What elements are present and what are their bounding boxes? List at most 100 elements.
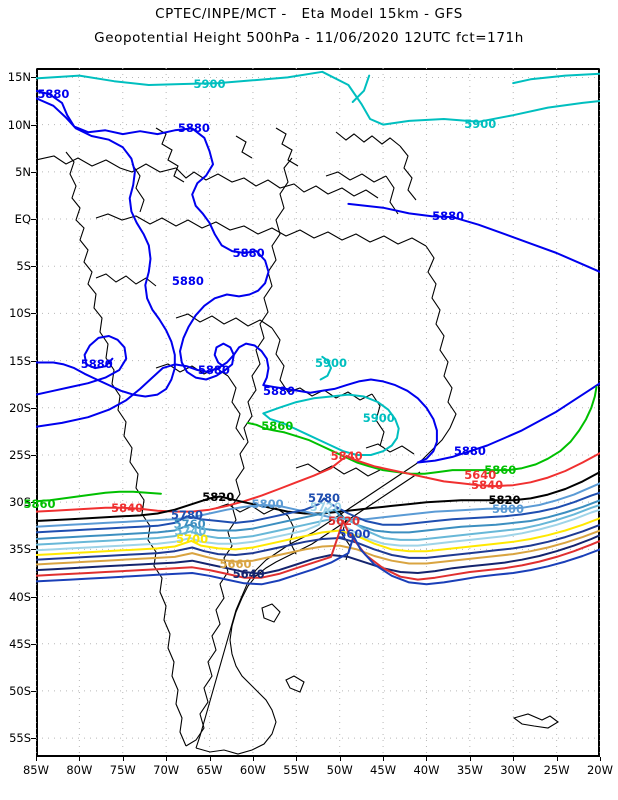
contour-label: 5740 bbox=[174, 524, 207, 539]
contour-label: 5900 bbox=[314, 356, 348, 371]
contour-label: 5880 bbox=[37, 87, 70, 102]
contour-label: 5820 bbox=[488, 493, 521, 508]
contour-label: 5760 bbox=[173, 516, 206, 531]
contour-label: 5840 bbox=[111, 500, 144, 515]
x-tick-mark bbox=[339, 757, 341, 761]
contour-line-5760 bbox=[36, 499, 600, 540]
contour-label: 5860 bbox=[484, 463, 517, 478]
y-tick-label: 30S bbox=[9, 495, 31, 510]
contour-label: 5880 bbox=[262, 383, 295, 398]
x-tick-mark bbox=[166, 757, 168, 761]
x-tick-mark bbox=[383, 757, 385, 761]
y-tick-label: 55S bbox=[9, 731, 31, 746]
x-tick-mark bbox=[36, 757, 37, 761]
x-tick-label: 35W bbox=[456, 763, 483, 777]
x-tick-mark bbox=[600, 757, 601, 761]
y-tick-mark bbox=[31, 171, 36, 173]
contour-line-5620 bbox=[36, 520, 600, 581]
contour-label: 5900 bbox=[193, 77, 226, 92]
contour-label: 5800 bbox=[251, 497, 284, 512]
y-tick-label: 45S bbox=[9, 636, 31, 651]
contour-label: 5840 bbox=[471, 478, 504, 493]
x-tick-label: 80W bbox=[66, 763, 93, 777]
y-tick-mark bbox=[31, 360, 36, 362]
contour-label: 5880 bbox=[80, 357, 113, 372]
contour-line-5880 bbox=[36, 335, 128, 396]
x-tick-mark bbox=[79, 757, 81, 761]
y-tick-label: 5S bbox=[16, 259, 31, 274]
x-tick-mark bbox=[296, 757, 298, 761]
y-tick-mark bbox=[31, 643, 36, 645]
x-tick-mark bbox=[122, 757, 124, 761]
contour-line-5880 bbox=[213, 342, 235, 371]
y-tick-label: 50S bbox=[9, 683, 31, 698]
contour-line-5880 bbox=[416, 382, 600, 464]
x-axis: 85W 80W 75W 70W 65W 60W 55W 50W 45W 40W 35W 30W 25W 2… bbox=[23, 757, 613, 797]
x-tick-mark bbox=[556, 757, 558, 761]
contour-label: 5620 bbox=[328, 514, 361, 529]
x-tick-mark bbox=[513, 757, 515, 761]
x-tick-label: 50W bbox=[326, 763, 353, 777]
contour-line-5700 bbox=[36, 517, 600, 556]
contour-line-5680 bbox=[36, 523, 600, 561]
chart-title-block: CPTEC/INPE/MCT - Eta Model 15km - GFS Ge… bbox=[0, 0, 618, 46]
contour-label: 5700 bbox=[176, 531, 209, 546]
contour-line-5880 bbox=[347, 202, 600, 273]
contour-line-5860 bbox=[283, 386, 598, 475]
x-tick-label: 75W bbox=[109, 763, 136, 777]
title-line-field: Geopotential Height 500hPa - 11/06/2020 … bbox=[94, 30, 524, 46]
contour-label: 5880 bbox=[171, 274, 204, 289]
x-tick-label: 25W bbox=[543, 763, 570, 777]
title-line-model: CPTEC/INPE/MCT - Eta Model 15km - GFS bbox=[155, 6, 463, 22]
contour-label: 5900 bbox=[362, 411, 395, 426]
y-tick-mark bbox=[31, 124, 36, 126]
y-tick-label: 35S bbox=[9, 542, 31, 557]
gridlines bbox=[36, 68, 600, 757]
x-tick-label: 70W bbox=[153, 763, 180, 777]
contour-label: 5860 bbox=[261, 418, 294, 433]
contour-label: 5880 bbox=[453, 444, 486, 459]
plot-frame bbox=[36, 68, 600, 757]
contour-line-5780 bbox=[36, 491, 600, 534]
y-tick-mark bbox=[31, 502, 36, 504]
x-tick-mark bbox=[469, 757, 471, 761]
y-tick-mark bbox=[31, 738, 36, 740]
y-tick-mark bbox=[31, 77, 36, 79]
y-tick-label: 25S bbox=[9, 447, 31, 462]
y-tick-mark bbox=[31, 266, 36, 268]
y-tick-mark bbox=[31, 596, 36, 598]
contour-label: 5880 bbox=[197, 363, 230, 378]
y-tick-mark bbox=[31, 549, 36, 551]
contour-label: 5820 bbox=[202, 489, 235, 504]
y-tick-label: 15S bbox=[9, 353, 31, 368]
contour-line-5880 bbox=[36, 342, 438, 464]
contour-label: 5880 bbox=[232, 245, 265, 260]
contour-line-5600 bbox=[36, 535, 600, 586]
y-axis: 15N 10N 5N EQ 5S 10S 15S 20S 25S 30S 35S 40S 45S 50S 5… bbox=[0, 68, 36, 757]
contour-label: 5880 bbox=[177, 121, 210, 136]
contour-label: 5800 bbox=[492, 501, 525, 516]
contour-line-5880 bbox=[36, 89, 270, 381]
contour-label: 5640 bbox=[232, 566, 265, 581]
y-tick-label: 15N bbox=[7, 70, 31, 85]
y-tick-label: 10N bbox=[7, 117, 31, 132]
contour-line-5900 bbox=[512, 72, 600, 85]
contour-label: 5720 bbox=[309, 499, 342, 514]
y-tick-mark bbox=[31, 690, 36, 692]
coastlines-layer bbox=[36, 127, 559, 755]
contour-label: 5900 bbox=[464, 116, 497, 131]
contour-line-5880 bbox=[36, 97, 176, 398]
contour-line-5720 bbox=[36, 506, 600, 552]
contour-label: 5600 bbox=[338, 527, 371, 542]
contour-line-5900 bbox=[319, 355, 332, 381]
contour-line-5640 bbox=[36, 534, 600, 575]
contour-line-5660 bbox=[36, 529, 600, 566]
contour-line-5860 bbox=[246, 421, 286, 434]
contour-lines-layer bbox=[36, 70, 600, 586]
contour-label: 5780 bbox=[170, 508, 203, 523]
x-tick-label: 55W bbox=[283, 763, 310, 777]
x-tick-label: 45W bbox=[370, 763, 397, 777]
y-tick-mark bbox=[31, 313, 36, 315]
contour-line-5860 bbox=[36, 490, 162, 503]
map-plot-area[interactable]: 5900 5900 5880 5880 5880 5880 5880 5880 5880 5880… bbox=[23, 68, 600, 757]
